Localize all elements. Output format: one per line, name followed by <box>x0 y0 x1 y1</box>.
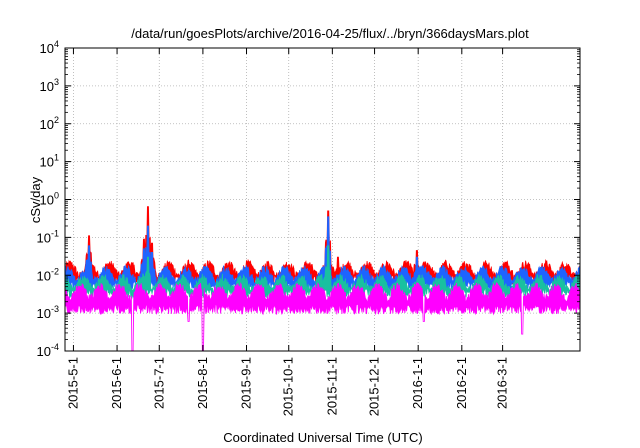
y-tick-label: 103 <box>40 77 59 94</box>
y-tick-label: 10-3 <box>37 304 59 321</box>
x-tick-label: 2015-6-1 <box>109 357 124 409</box>
y-tick-label: 100 <box>40 191 59 208</box>
x-axis-label: Coordinated Universal Time (UTC) <box>223 430 422 445</box>
y-tick-label: 10-4 <box>37 342 59 359</box>
y-tick-label: 10-2 <box>37 266 59 283</box>
x-tick-label: 2015-12-1 <box>367 357 382 416</box>
y-tick-label: 101 <box>40 153 59 170</box>
x-tick-label: 2015-8-1 <box>195 357 210 409</box>
x-tick-label: 2015-10-1 <box>281 357 296 416</box>
x-tick-label: 2015-5-1 <box>65 357 80 409</box>
x-tick-label: 2015-9-1 <box>239 357 254 409</box>
x-axis-ticks: 2015-5-1 2015-6-1 2015-7-1 2015-8-1 2015-9-1… <box>65 48 510 416</box>
y-axis-label: cSv/day <box>28 176 43 223</box>
y-tick-label: 102 <box>40 115 59 132</box>
y-tick-label: 104 <box>40 39 59 56</box>
y-axis-ticks: 10-4 10-3 10-2 10-1 100 101 102 103 104 <box>37 39 580 359</box>
x-tick-label: 2015-7-1 <box>151 357 166 409</box>
x-tick-label: 2016-2-1 <box>454 357 469 409</box>
chart-title: /data/run/goesPlots/archive/2016-04-25/f… <box>131 26 529 41</box>
x-tick-label: 2016-1-1 <box>410 357 425 409</box>
x-tick-label: 2016-3-1 <box>495 357 510 409</box>
y-tick-label: 10-1 <box>37 228 59 245</box>
x-tick-label: 2015-11-1 <box>324 357 339 415</box>
